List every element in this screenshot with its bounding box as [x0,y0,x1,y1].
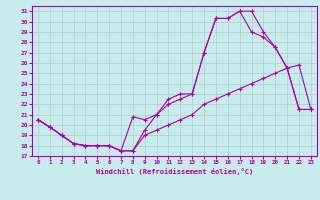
X-axis label: Windchill (Refroidissement éolien,°C): Windchill (Refroidissement éolien,°C) [96,168,253,175]
